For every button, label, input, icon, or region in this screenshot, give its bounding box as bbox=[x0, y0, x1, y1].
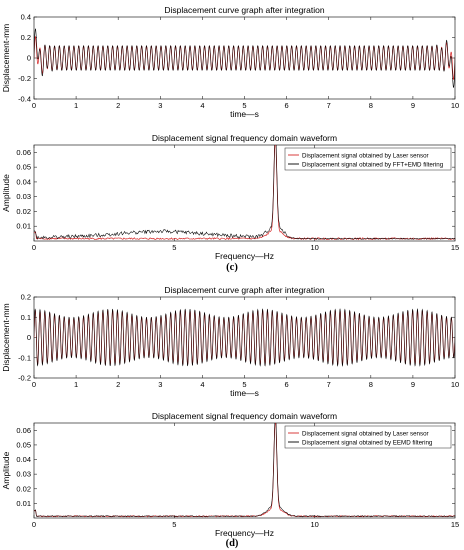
y-axis-label: Displacement-mm bbox=[1, 24, 11, 93]
x-axis-label: Frequency—Hz bbox=[215, 528, 274, 538]
x-axis-label: time—s bbox=[230, 388, 259, 398]
x-tick-label: 5 bbox=[172, 243, 176, 252]
y-axis-label: Displacement-mm bbox=[1, 303, 11, 372]
y-tick-label: 0.06 bbox=[16, 426, 31, 435]
y-tick-label: -0.2 bbox=[18, 74, 31, 83]
x-tick-label: 9 bbox=[411, 380, 415, 389]
x-tick-label: 4 bbox=[200, 380, 204, 389]
series-line bbox=[34, 145, 455, 240]
legend-box bbox=[284, 147, 452, 171]
y-tick-label: 0.2 bbox=[21, 293, 31, 302]
x-tick-label: 3 bbox=[158, 101, 162, 110]
x-tick-label: 7 bbox=[327, 101, 331, 110]
y-tick-label: 0.05 bbox=[16, 440, 31, 449]
x-tick-label: 8 bbox=[369, 380, 373, 389]
y-tick-label: 0.03 bbox=[16, 192, 31, 201]
panel-label-d: (d) bbox=[226, 538, 239, 549]
y-tick-label: 0 bbox=[27, 333, 31, 342]
x-tick-label: 6 bbox=[285, 101, 289, 110]
x-tick-label: 10 bbox=[310, 243, 318, 252]
chart-panel-3: Displacement curve graph after integrati… bbox=[1, 285, 459, 398]
series-line bbox=[34, 308, 455, 367]
x-tick-label: 10 bbox=[451, 101, 459, 110]
x-tick-label: 4 bbox=[200, 101, 204, 110]
y-tick-label: 0.03 bbox=[16, 470, 31, 479]
y-tick-label: 0.4 bbox=[21, 13, 31, 22]
x-axis-label: time—s bbox=[230, 109, 259, 119]
x-tick-label: 5 bbox=[242, 101, 246, 110]
x-tick-label: 0 bbox=[32, 520, 36, 529]
y-tick-label: 0.1 bbox=[21, 313, 31, 322]
legend-entry: Displacement signal obtained by FFT+EMD … bbox=[302, 161, 444, 168]
chart-title: Displacement curve graph after integrati… bbox=[164, 285, 324, 295]
x-tick-label: 2 bbox=[116, 380, 120, 389]
x-tick-label: 15 bbox=[451, 520, 459, 529]
y-tick-label: 0.04 bbox=[16, 177, 31, 186]
y-tick-label: 0.01 bbox=[16, 499, 31, 508]
legend-box bbox=[284, 425, 452, 449]
x-tick-label: 10 bbox=[451, 380, 459, 389]
y-tick-label: -0.4 bbox=[18, 95, 31, 104]
x-tick-label: 0 bbox=[32, 380, 36, 389]
x-tick-label: 3 bbox=[158, 380, 162, 389]
x-axis-label: Frequency—Hz bbox=[215, 251, 274, 261]
series-line bbox=[34, 423, 455, 518]
x-tick-label: 1 bbox=[74, 101, 78, 110]
chart-panel-1: Displacement curve graph after integrati… bbox=[1, 5, 459, 119]
legend-entry: Displacement signal obtained by Laser se… bbox=[302, 152, 429, 159]
x-tick-label: 15 bbox=[451, 243, 459, 252]
legend: Displacement signal obtained by Laser se… bbox=[284, 147, 452, 171]
x-tick-label: 2 bbox=[116, 101, 120, 110]
x-tick-label: 9 bbox=[411, 101, 415, 110]
y-tick-label: 0.05 bbox=[16, 163, 31, 172]
legend-entry: Displacement signal obtained by EEMD fil… bbox=[302, 439, 433, 446]
series-line bbox=[34, 145, 455, 241]
x-tick-label: 10 bbox=[310, 520, 318, 529]
chart-title: Displacement signal frequency domain wav… bbox=[152, 133, 337, 143]
y-tick-label: -0.2 bbox=[18, 374, 31, 383]
y-tick-label: -0.1 bbox=[18, 353, 31, 362]
chart-panel-4: Displacement signal frequency domain wav… bbox=[1, 411, 459, 538]
y-tick-label: 0 bbox=[27, 54, 31, 63]
y-tick-label: 0.2 bbox=[21, 33, 31, 42]
y-tick-label: 0.04 bbox=[16, 455, 31, 464]
x-tick-label: 7 bbox=[327, 380, 331, 389]
x-tick-label: 0 bbox=[32, 101, 36, 110]
x-tick-label: 5 bbox=[172, 520, 176, 529]
chart-title: Displacement signal frequency domain wav… bbox=[152, 411, 337, 421]
legend: Displacement signal obtained by Laser se… bbox=[284, 425, 452, 449]
y-tick-label: 0.01 bbox=[16, 222, 31, 231]
x-tick-label: 8 bbox=[369, 101, 373, 110]
panel-label-c: (c) bbox=[226, 262, 238, 273]
x-tick-label: 5 bbox=[242, 380, 246, 389]
legend-entry: Displacement signal obtained by Laser se… bbox=[302, 430, 429, 437]
y-tick-label: 0.02 bbox=[16, 207, 31, 216]
y-axis-label: Amplitude bbox=[1, 174, 11, 212]
x-tick-label: 6 bbox=[285, 380, 289, 389]
x-tick-label: 1 bbox=[74, 380, 78, 389]
y-tick-label: 0.02 bbox=[16, 484, 31, 493]
y-tick-label: 0.06 bbox=[16, 148, 31, 157]
y-axis-label: Amplitude bbox=[1, 451, 11, 489]
chart-title: Displacement curve graph after integrati… bbox=[164, 5, 324, 15]
chart-panel-2: Displacement signal frequency domain wav… bbox=[1, 133, 459, 261]
x-tick-label: 0 bbox=[32, 243, 36, 252]
series-line bbox=[34, 28, 455, 89]
